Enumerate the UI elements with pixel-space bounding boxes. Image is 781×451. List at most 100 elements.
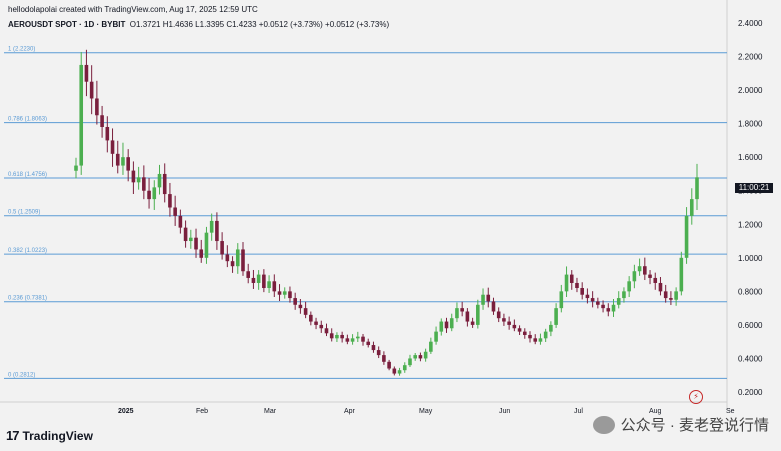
time-tick-label: May xyxy=(419,408,433,415)
fib-label: 0 (0.2812) xyxy=(8,372,35,378)
candle-body xyxy=(429,341,433,352)
candle-body xyxy=(79,64,84,166)
candle-body xyxy=(449,318,454,329)
candle-body xyxy=(507,321,511,325)
candle-body xyxy=(157,173,162,188)
candle-body xyxy=(335,334,339,339)
price-tick-label: 0.4000 xyxy=(738,354,763,363)
candle-body xyxy=(371,345,376,351)
time-tick-label: Se xyxy=(726,408,735,415)
ohlc-legend: AEROUSDT SPOT · 1D · BYBIT O1.3721 H1.46… xyxy=(8,20,389,29)
time-tick-label: Jul xyxy=(574,408,583,415)
candle-body xyxy=(131,170,136,183)
symbol-label[interactable]: AEROUSDT SPOT · 1D · BYBIT xyxy=(8,20,126,29)
candle-body xyxy=(162,173,167,195)
candle-body xyxy=(653,277,658,283)
candle-body xyxy=(481,294,485,305)
candle-body xyxy=(616,298,621,305)
candle-body xyxy=(470,321,475,325)
candle-body xyxy=(533,338,538,342)
candle-body xyxy=(397,370,402,374)
candle-body xyxy=(637,266,642,272)
candle-body xyxy=(569,274,574,283)
candle-body xyxy=(392,368,397,374)
candle-body xyxy=(611,304,616,312)
price-tick-label: 1.2000 xyxy=(738,220,763,229)
candle-body xyxy=(465,311,470,322)
candle-body xyxy=(84,64,89,82)
tradingview-logo: 17 TradingView xyxy=(6,428,93,443)
candle-body xyxy=(695,177,699,200)
candle-body xyxy=(173,207,177,216)
fib-label: 0.786 (1.8063) xyxy=(8,117,47,123)
candle-body xyxy=(596,301,600,305)
candle-body xyxy=(632,271,637,282)
fib-label: 0.5 (1.2509) xyxy=(8,210,40,216)
candle-body xyxy=(340,334,344,339)
candle-body xyxy=(575,282,579,289)
candle-body xyxy=(277,291,282,295)
candle-body xyxy=(423,351,428,359)
candle-body xyxy=(486,294,491,302)
candle-body xyxy=(658,282,663,292)
flash-icon[interactable]: ⚡ xyxy=(689,390,703,404)
candle-body xyxy=(376,350,381,356)
price-tick-label: 2.4000 xyxy=(738,19,763,28)
candle-body xyxy=(512,324,517,329)
candle-body xyxy=(288,291,292,299)
candle-body xyxy=(387,361,391,369)
candle-body xyxy=(189,237,193,242)
candle-body xyxy=(355,336,360,339)
watermark-text: 公众号 · 麦老登说行情 xyxy=(620,417,769,434)
candle-body xyxy=(152,187,157,200)
candle-body xyxy=(434,331,438,342)
candle-body xyxy=(590,298,595,302)
wechat-icon xyxy=(592,415,615,434)
candle-body xyxy=(105,126,110,141)
candle-body xyxy=(549,324,553,332)
candle-body xyxy=(601,304,605,309)
candle-body xyxy=(178,215,183,228)
candle-body xyxy=(350,338,355,342)
price-tick-label: 0.8000 xyxy=(738,287,763,296)
candle-body xyxy=(115,153,120,166)
candle-body xyxy=(491,301,496,312)
fib-label: 0.382 (1.0223) xyxy=(8,248,47,254)
time-tick-label: Mar xyxy=(264,408,277,415)
candle-body xyxy=(267,281,271,289)
candle-body xyxy=(580,288,584,295)
candle-body xyxy=(309,314,313,322)
candle-body xyxy=(126,157,130,171)
candle-body xyxy=(669,298,673,300)
candle-body xyxy=(460,308,464,312)
candle-body xyxy=(559,291,564,309)
candle-body xyxy=(74,165,78,171)
candle-body xyxy=(606,308,611,312)
candle-body xyxy=(246,271,251,278)
candle-body xyxy=(522,331,527,335)
candle-body xyxy=(418,355,423,359)
candle-body xyxy=(402,365,407,371)
candle-body xyxy=(293,298,297,305)
candle-body xyxy=(413,355,418,359)
candle-body xyxy=(622,291,626,299)
price-tick-label: 0.2000 xyxy=(738,388,763,397)
countdown-badge: 11:00:21 xyxy=(735,183,773,193)
candle-body xyxy=(272,281,277,292)
candle-body xyxy=(319,324,324,329)
candle-body xyxy=(476,304,480,325)
price-tick-label: 2.2000 xyxy=(738,53,763,62)
candle-body xyxy=(256,274,261,283)
candle-body xyxy=(147,190,151,200)
candle-body xyxy=(502,318,506,322)
tv-logo-icon: 17 xyxy=(6,428,20,443)
candle-body xyxy=(225,254,230,262)
price-tick-label: 1.6000 xyxy=(738,153,763,162)
candle-body xyxy=(215,220,219,242)
candle-body xyxy=(89,81,94,99)
candle-body xyxy=(538,338,543,342)
candle-body xyxy=(496,311,501,319)
candle-body xyxy=(444,321,449,329)
candle-body xyxy=(220,241,224,255)
